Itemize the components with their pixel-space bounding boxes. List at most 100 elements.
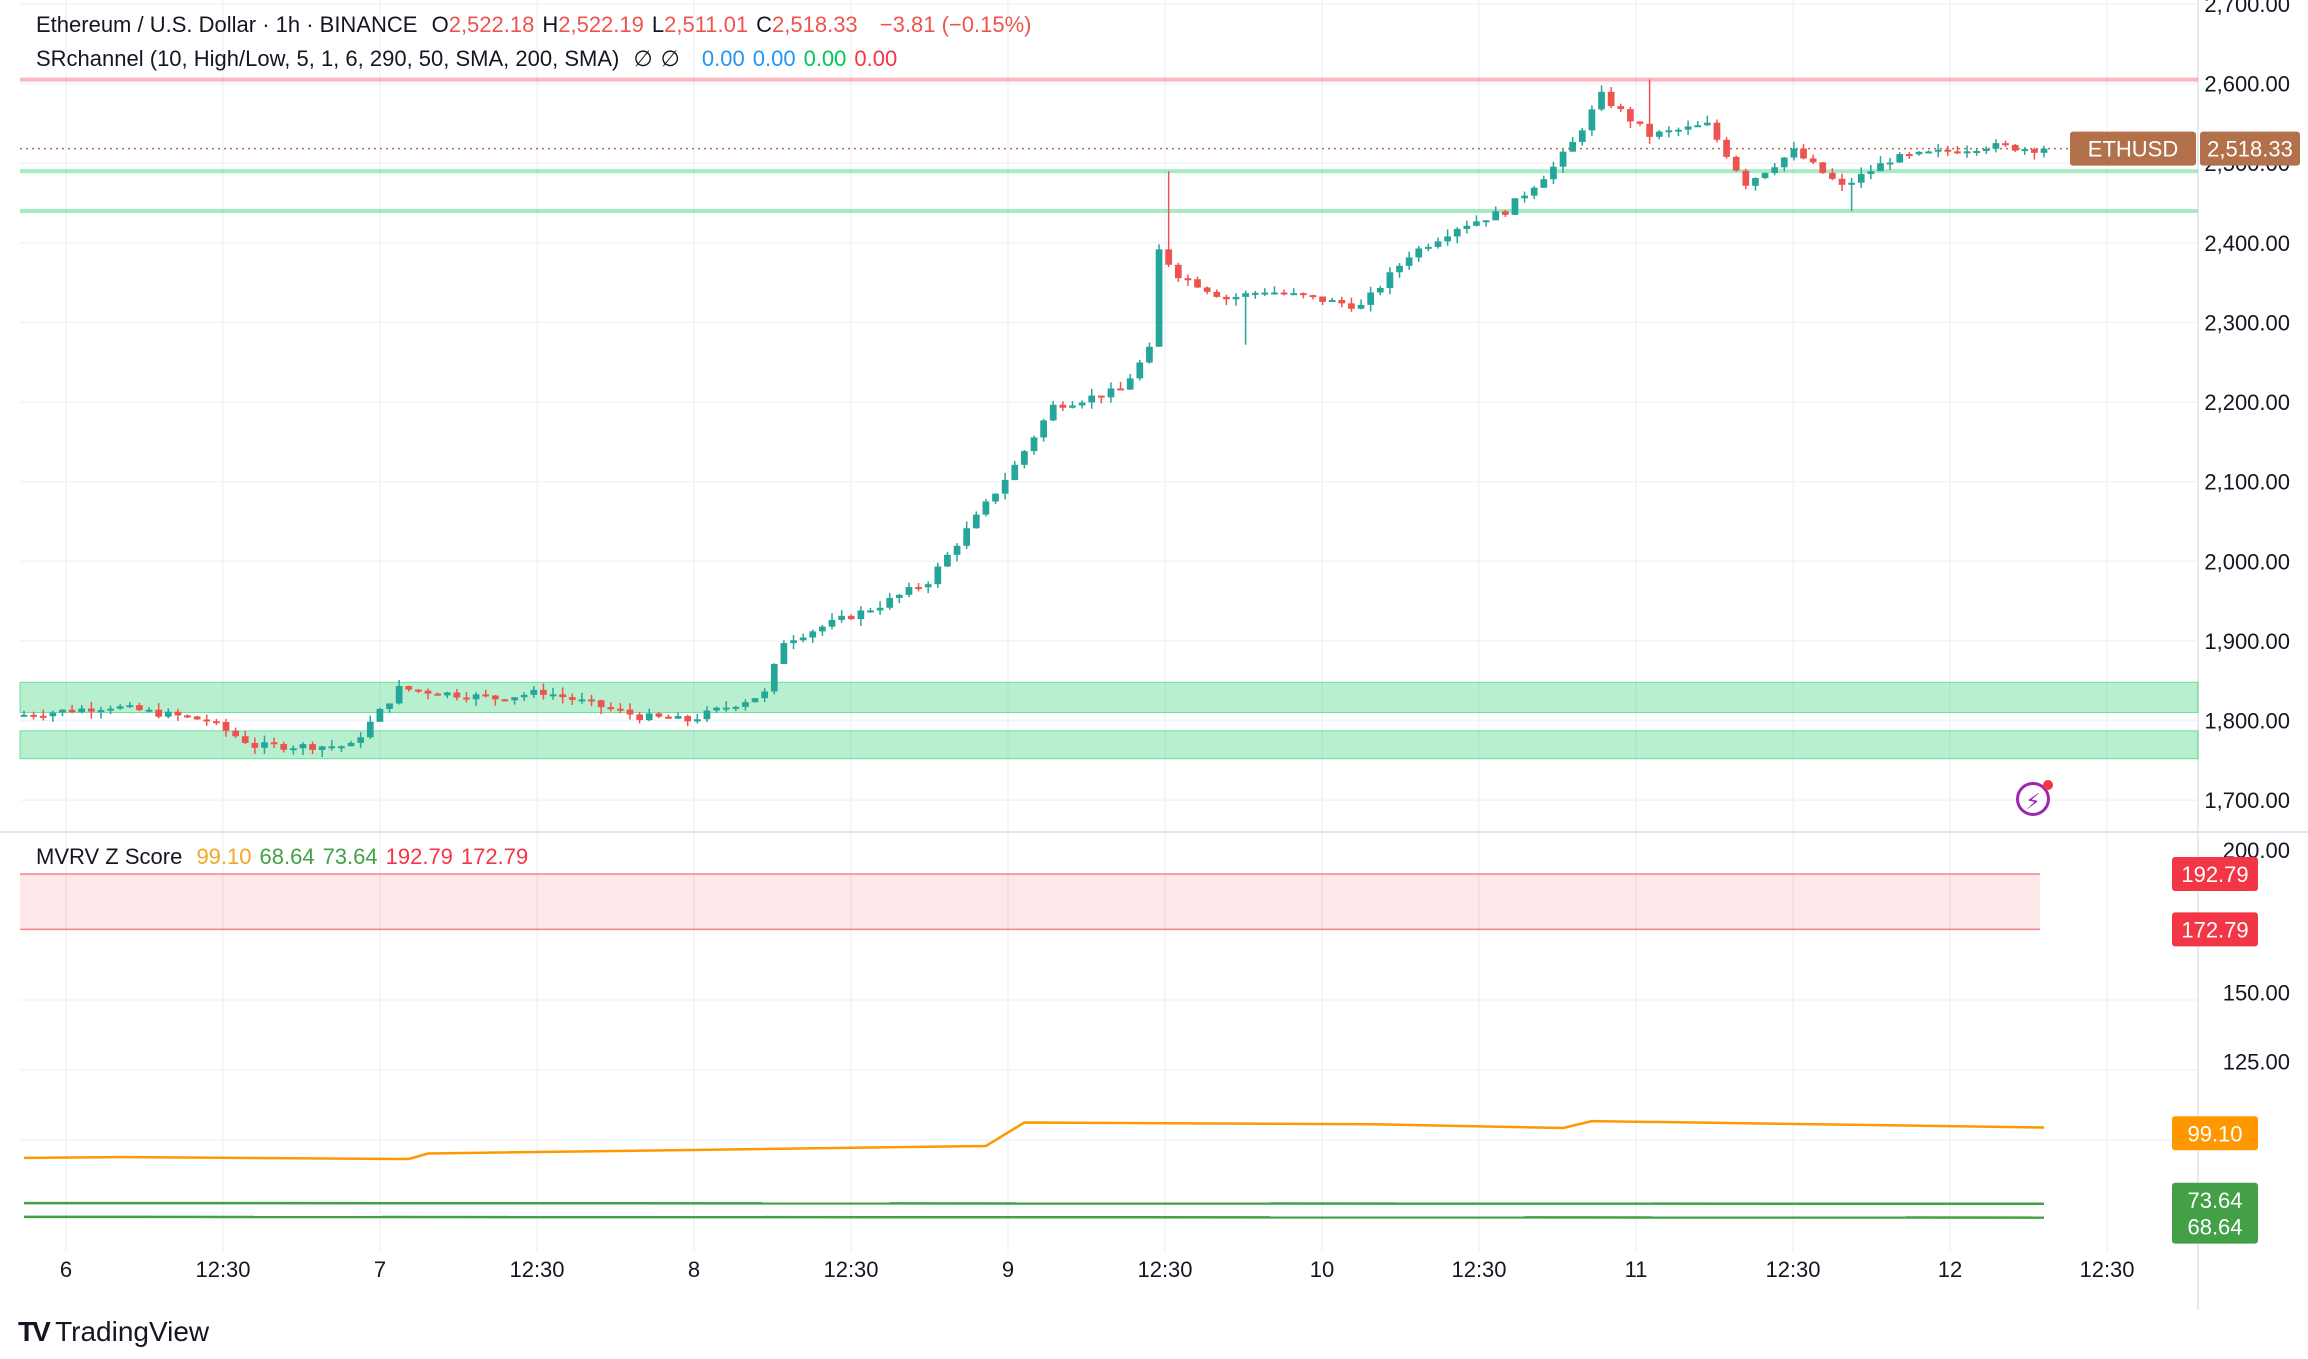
candle-body [1348, 303, 1355, 309]
mvrv-tag [2172, 912, 2258, 947]
indicator-value: 0.00 [752, 46, 796, 71]
mvrv-title: MVRV Z Score [36, 844, 183, 869]
tradingview-logo-icon: TV [18, 1316, 51, 1347]
candle-body [568, 697, 576, 700]
time-axis-label: 9 [1002, 1257, 1014, 1282]
candle-body [1299, 293, 1307, 296]
candle-body [299, 744, 307, 749]
candle-body [174, 711, 182, 716]
candle-body [934, 566, 942, 585]
candle-body [2002, 143, 2009, 146]
candle-body [1473, 221, 1480, 226]
candle-body [953, 545, 961, 555]
candle-body [1838, 178, 1846, 185]
candle-body [97, 710, 105, 713]
candle-body [597, 700, 605, 708]
candle-body [1367, 292, 1375, 305]
candle-body [1242, 293, 1249, 297]
candle-body [1598, 91, 1605, 110]
candle-body [1386, 272, 1394, 288]
candle-body [540, 689, 547, 695]
candle-body [1694, 125, 1702, 128]
candle-body [1569, 142, 1577, 152]
candle-body [1925, 151, 1932, 154]
candle-body [549, 694, 557, 697]
symbol-legend[interactable]: Ethereum / U.S. Dollar · 1h · BINANCE O2… [36, 12, 1039, 38]
time-axis-label: 11 [1625, 1257, 1648, 1282]
indicator-value: 0.00 [701, 46, 745, 71]
candle-body [1097, 395, 1105, 398]
candle-body [1501, 211, 1509, 215]
candle-body [1338, 299, 1346, 304]
candle-body [1117, 388, 1124, 391]
srchannel-legend[interactable]: SRchannel (10, High/Low, 5, 1, 6, 290, 5… [36, 46, 913, 72]
candle-body [1992, 143, 2000, 149]
price-change: −3.81 (−0.15%) [879, 12, 1032, 37]
candle-body [1973, 151, 1981, 154]
price-axis-label: 2,300.00 [2204, 310, 2290, 335]
symbol-title: Ethereum / U.S. Dollar · 1h · BINANCE [36, 12, 418, 37]
candle-body [1165, 249, 1173, 265]
indicator-flag: ∅ [633, 46, 653, 71]
candle-body [1771, 167, 1779, 173]
candle-body [68, 709, 76, 713]
candle-body [107, 708, 114, 711]
candle-body [1521, 195, 1528, 199]
time-axis-label: 12:30 [1765, 1257, 1820, 1282]
candle-body [1646, 123, 1653, 137]
candle-body [1434, 241, 1442, 247]
symbol-tag [2070, 131, 2196, 166]
candle-body [972, 514, 980, 529]
mvrv-values: 99.10 68.64 73.64 192.79 172.79 [196, 844, 536, 869]
candle-body [617, 708, 624, 711]
candle-body [155, 709, 163, 717]
candle-body [1742, 170, 1750, 186]
ohlc-key: C [756, 12, 773, 37]
candle-body [376, 708, 384, 722]
price-axis-label: 2,400.00 [2204, 231, 2290, 256]
candle-body [1627, 109, 1634, 122]
candle-body [1934, 149, 1942, 152]
candle-body [1194, 279, 1201, 288]
price-axis-label: 2,600.00 [2204, 72, 2290, 97]
mvrv-band [20, 873, 2040, 930]
candle-body [684, 716, 692, 722]
mvrv-legend[interactable]: MVRV Z Score 99.10 68.64 73.64 192.79 172.79 [36, 844, 544, 870]
candle-body [982, 501, 990, 515]
candle-body [1309, 295, 1317, 298]
candle-body [1829, 172, 1836, 179]
candle-body [636, 714, 643, 721]
indicator-value: 0.00 [803, 46, 847, 71]
time-axis-label: 10 [1310, 1257, 1334, 1282]
candle-body [1271, 292, 1278, 295]
support-resistance-zones [19, 77, 2199, 760]
candle-body [338, 746, 345, 749]
time-axis-label: 12:30 [195, 1257, 250, 1282]
candle-body [126, 705, 134, 708]
srchannel-title: SRchannel (10, High/Low, 5, 1, 6, 290, 5… [36, 46, 620, 71]
candle-body [145, 709, 153, 712]
candle-body [1319, 296, 1326, 302]
candle-body [395, 686, 403, 704]
candle-body [2031, 149, 2038, 153]
time-axis-label: 12:30 [823, 1257, 878, 1282]
ohlc-value: 2,522.18 [448, 12, 535, 37]
alert-bolt-icon[interactable]: ⚡ [2016, 782, 2050, 816]
candle-body [1732, 156, 1740, 171]
candle-body [357, 737, 365, 743]
candle-body [309, 744, 316, 750]
candle-body [1415, 248, 1423, 258]
candle-body [213, 721, 220, 724]
candle-body [1655, 131, 1663, 137]
candle-body [588, 699, 595, 702]
time-axis-label: 7 [374, 1257, 386, 1282]
ohlc-value: 2,518.33 [772, 12, 858, 37]
candle-body [530, 689, 538, 695]
candle-body [116, 706, 124, 709]
candle-body [1069, 405, 1076, 408]
candle-body [761, 691, 769, 699]
candle-body [665, 716, 672, 719]
candle-body [1021, 451, 1028, 465]
candle-body [857, 610, 865, 620]
